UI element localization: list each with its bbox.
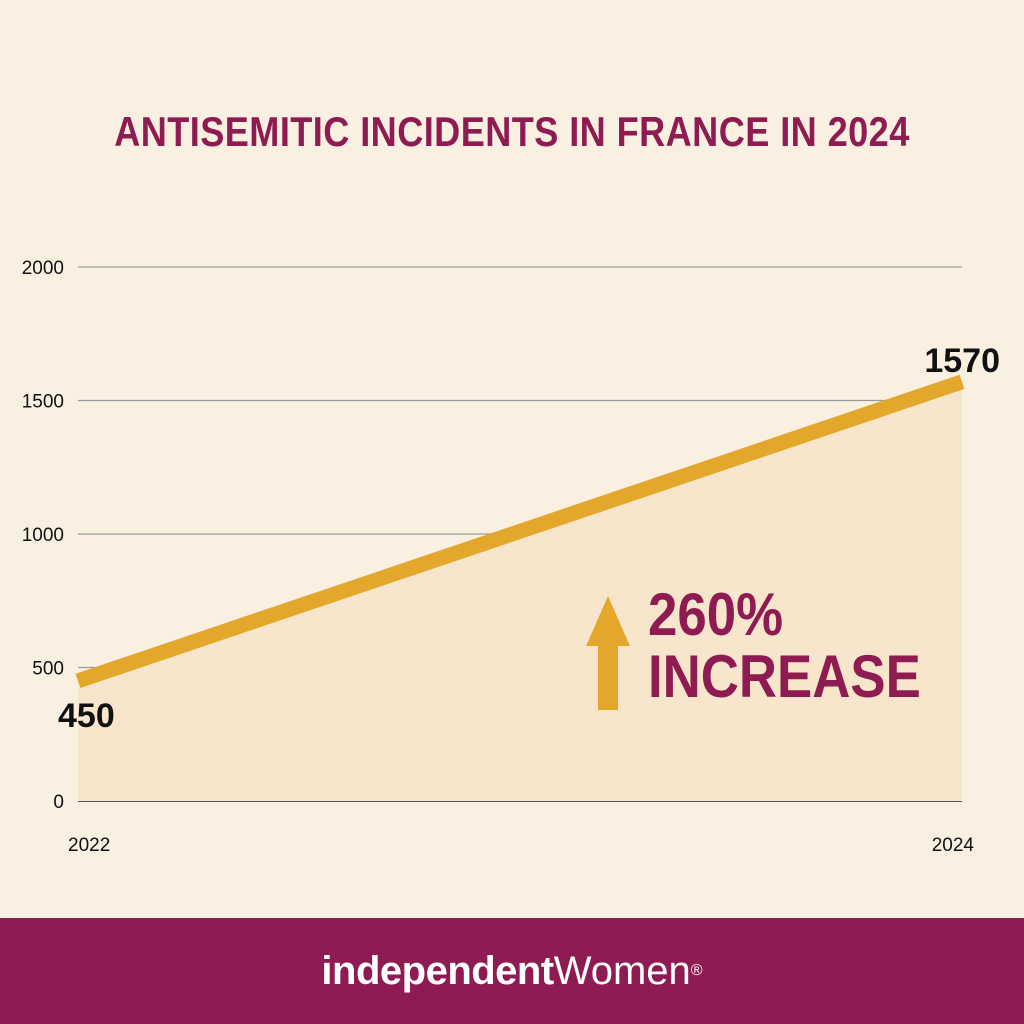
data-labels: 450 1570: [58, 342, 1000, 735]
y-tick-label-1000: 1000: [22, 525, 64, 546]
area-chart: 0 500 1000 1500 2000 2022 2024 450 1570: [22, 258, 1000, 856]
callout-text: 260% INCREASE: [648, 584, 921, 708]
chart-title: ANTISEMITIC INCIDENTS IN FRANCE IN 2024: [114, 108, 910, 155]
data-label-1570: 1570: [924, 342, 1000, 380]
area-fill-layer: [78, 381, 962, 801]
brand-logo: independentWomen®: [0, 948, 1024, 994]
callout-percent: 260%: [648, 581, 784, 648]
y-tick-label-1500: 1500: [22, 392, 64, 413]
series-line-layer: [75, 374, 965, 688]
area-fill: [78, 381, 962, 801]
x-tick-label-2022: 2022: [68, 835, 110, 856]
callout-word: INCREASE: [648, 643, 921, 710]
y-axis-tick-labels: 0 500 1000 1500 2000: [22, 258, 64, 813]
footer-bar: independentWomen®: [0, 918, 1024, 1024]
up-arrow-icon: [586, 596, 630, 710]
x-axis-tick-labels: 2022 2024: [68, 835, 974, 856]
registered-mark: ®: [690, 962, 703, 979]
logo-light-text: Women: [553, 949, 691, 993]
y-tick-label-0: 0: [53, 792, 64, 813]
y-tick-label-500: 500: [32, 659, 64, 680]
series-line: [75, 374, 965, 688]
data-label-450: 450: [58, 697, 115, 735]
x-tick-label-2024: 2024: [932, 835, 975, 856]
logo-bold-text: independent: [321, 949, 554, 993]
y-tick-label-2000: 2000: [22, 258, 64, 279]
